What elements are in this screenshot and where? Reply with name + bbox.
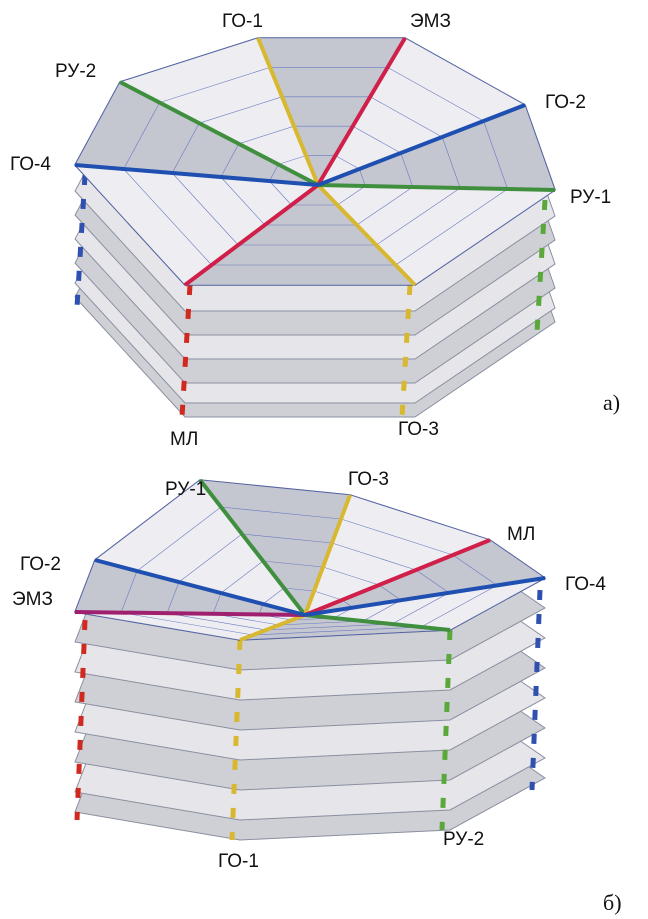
figure-panel: ГО-1 ЭМЗ РУ-2 ГО-2 ГО-4 РУ-1 МЛ ГО-3 а): [10, 11, 620, 450]
figure: ГО-1 ЭМЗ РУ-2 ГО-2 ГО-4 РУ-1 МЛ ГО-3 а) РУ-1 ГО-3 М…: [0, 0, 648, 919]
panel-label: а): [603, 390, 620, 415]
vertex-label: ГО-3: [398, 419, 439, 440]
vertex-label: РУ-2: [443, 829, 484, 850]
vertex-label: ГО-4: [10, 154, 51, 175]
vertex-label: ГО-1: [218, 851, 259, 872]
vertex-label: ГО-4: [565, 574, 606, 595]
vertex-label: ЭМЗ: [410, 11, 451, 32]
vertex-label: МЛ: [170, 429, 198, 450]
vertex-label: РУ-1: [165, 479, 206, 500]
vertex-label: ЭМЗ: [12, 589, 53, 610]
vertex-label: ГО-1: [222, 11, 263, 32]
vertex-label: МЛ: [507, 524, 535, 545]
vertex-label: ГО-3: [348, 469, 389, 490]
vertex-label: РУ-1: [570, 187, 611, 208]
vertex-label: РУ-2: [55, 61, 96, 82]
vertex-label: ГО-2: [20, 554, 61, 575]
figure-panel: РУ-1 ГО-3 МЛ ГО-2 ГО-4 ЭМЗ ГО-1 РУ-2 б): [12, 469, 622, 915]
panel-label: б): [603, 890, 622, 915]
vertex-label: ГО-2: [545, 92, 586, 113]
